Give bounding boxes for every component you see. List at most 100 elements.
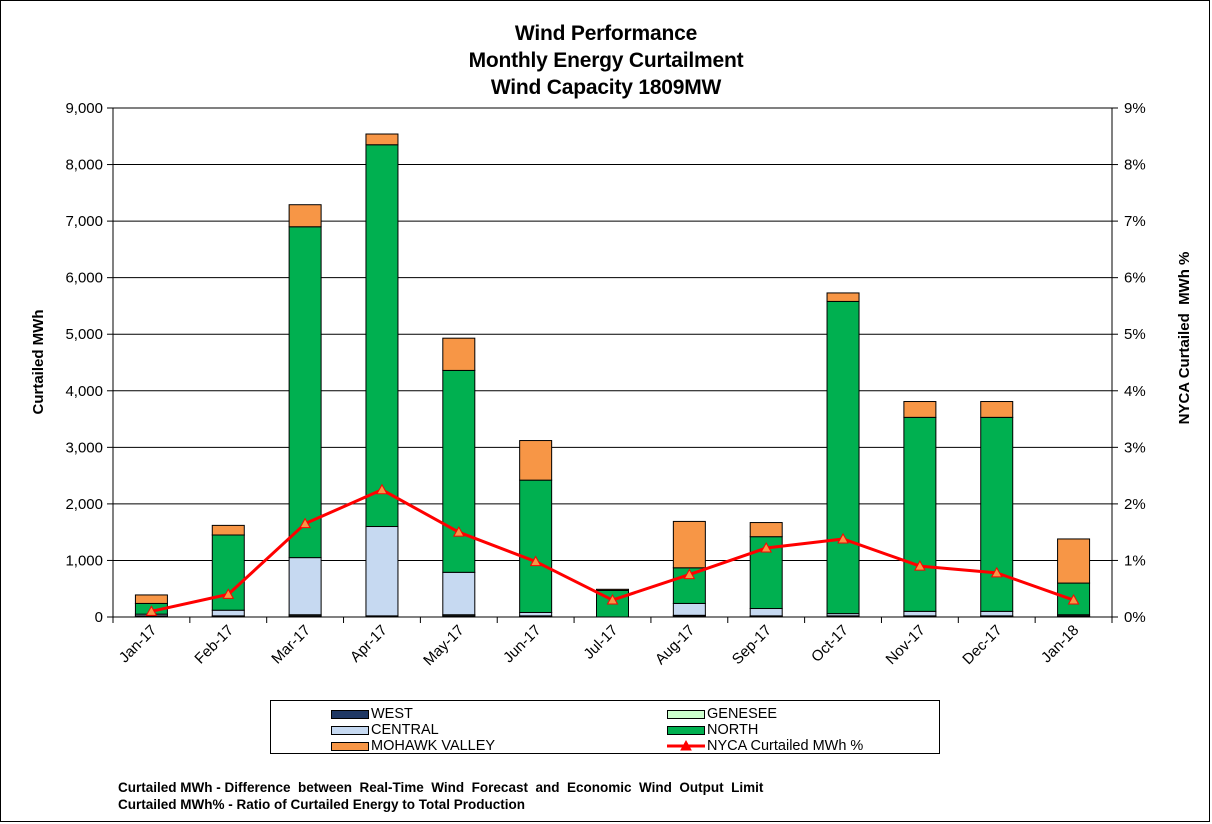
y2-tick-label: 8%	[1124, 157, 1146, 174]
y-tick-label: 6,000	[65, 270, 103, 287]
bar-segment-north	[365, 144, 399, 528]
x-tick-label: Apr-17	[347, 622, 391, 666]
legend-swatch-mohawk-valley	[331, 741, 369, 751]
y-tick-label: 1,000	[65, 552, 103, 569]
bar-segment-mohawk-valley	[1057, 538, 1091, 584]
bar-segment-mohawk-valley	[903, 401, 937, 418]
bar-segment-central	[749, 608, 783, 617]
y-tick-label: 7,000	[65, 213, 103, 230]
y-tick-label: 9,000	[65, 100, 103, 117]
note-curtailed-pct: Curtailed MWh% - Ratio of Curtailed Ener…	[118, 797, 525, 812]
legend-label-pct-line: NYCA Curtailed MWh %	[707, 738, 864, 754]
legend-line-marker-icon	[667, 739, 705, 751]
chart-title-line-2: Monthly Energy Curtailment	[468, 49, 744, 72]
y2-tick-label: 3%	[1124, 439, 1146, 456]
pct-line-marker	[760, 541, 773, 553]
legend-label-genesee: GENESEE	[707, 706, 778, 722]
x-tick-label: Nov-17	[882, 622, 928, 668]
legend-item-west: WEST	[331, 706, 413, 722]
y-tick-label: 0	[95, 609, 103, 626]
pct-line-marker	[376, 483, 388, 495]
bar-segment-north	[519, 479, 553, 613]
bar-segment-mohawk-valley	[749, 522, 783, 538]
bar-segment-mohawk-valley	[826, 292, 860, 302]
bar-segment-mohawk-valley	[672, 520, 706, 569]
chart-title-line-1: Wind Performance	[514, 22, 698, 45]
y2-tick-label: 0%	[1124, 609, 1146, 626]
legend-item-mohawk-valley: MOHAWK VALLEY	[331, 738, 495, 754]
chart-title-line-3: Wind Capacity 1809MW	[490, 76, 722, 99]
legend-item-central: CENTRAL	[331, 722, 439, 738]
chart-legend: WEST GENESEE CENTRAL NORTH MOHAWK VALLEY…	[270, 700, 940, 754]
bar-segment-mohawk-valley	[980, 401, 1014, 418]
bar-segment-central	[442, 571, 476, 616]
y2-tick-label: 2%	[1124, 496, 1146, 513]
y2-axis-title: NYCA Curtailed MWh %	[1176, 252, 1193, 425]
pct-line-marker	[222, 588, 235, 599]
bar-segment-north	[211, 534, 245, 611]
bar-segment-mohawk-valley	[519, 440, 553, 481]
stacked-bars	[134, 133, 1091, 618]
gridlines	[113, 107, 1112, 561]
legend-item-genesee: GENESEE	[667, 706, 777, 722]
legend-swatch-central	[331, 725, 369, 735]
x-tick-label: May-17	[420, 622, 467, 669]
bar-segment-mohawk-valley	[442, 337, 476, 371]
chart-canvas: 0 1,000 2,000 3,000 4,000 5,000 6,000 7,000 8,00…	[30, 100, 1193, 669]
bar-segment-mohawk-valley	[365, 133, 399, 146]
y-tick-label: 8,000	[65, 157, 103, 174]
legend-label-mohawk-valley: MOHAWK VALLEY	[371, 738, 496, 754]
x-tick-label: Jun-17	[500, 622, 544, 666]
pct-line-marker	[452, 526, 465, 537]
y2-tick-label: 4%	[1124, 383, 1146, 400]
pct-line-marker	[1067, 594, 1080, 605]
pct-line-marker	[990, 566, 1003, 578]
bar-segment-central	[903, 610, 937, 617]
bar-segment-central	[365, 526, 399, 617]
bar-segment-north	[442, 369, 476, 573]
x-tick-label: Sep-17	[729, 622, 775, 668]
bar-segment-north	[980, 416, 1014, 612]
pct-line-marker	[683, 568, 696, 580]
legend-item-north: NORTH	[667, 722, 758, 738]
y2-tick-label: 6%	[1124, 270, 1146, 287]
bar-segment-north	[749, 536, 783, 610]
pct-line-marker	[837, 532, 849, 544]
pct-line-marker	[299, 517, 311, 529]
y2-tick-label: 7%	[1124, 213, 1146, 230]
bar-segment-north	[288, 226, 322, 559]
y2-tick-label: 5%	[1124, 326, 1146, 343]
legend-swatch-north	[667, 725, 705, 735]
bar-segment-north	[826, 300, 860, 615]
x-tick-label: Oct-17	[808, 622, 852, 666]
x-tick-label: Jan-18	[1038, 622, 1082, 666]
pct-line-marker	[606, 594, 619, 605]
y2-tick-label: 9%	[1124, 100, 1146, 117]
x-tick-label: Mar-17	[268, 622, 314, 668]
x-tick-label: Jul-17	[580, 622, 621, 663]
x-tick-label: Jan-17	[116, 622, 160, 666]
legend-swatch-west	[331, 709, 369, 719]
note-curtailed-mwh: Curtailed MWh - Difference between Real-…	[118, 780, 764, 795]
bar-segment-central	[288, 557, 322, 616]
bar-segment-mohawk-valley	[211, 524, 245, 536]
bar-segment-central	[672, 602, 706, 616]
bar-segment-mohawk-valley	[596, 588, 629, 591]
x-tick-label: Dec-17	[959, 622, 1005, 668]
pct-line-marker	[914, 560, 926, 571]
legend-swatch-genesee	[667, 709, 705, 719]
y-tick-label: 5,000	[65, 326, 103, 343]
pct-line-marker	[145, 605, 158, 616]
legend-label-north: NORTH	[707, 722, 759, 738]
x-tick-label: Aug-17	[652, 622, 698, 668]
y2-tick-label: 1%	[1124, 552, 1146, 569]
legend-item-pct-line: NYCA Curtailed MWh %	[667, 738, 863, 754]
y-tick-label: 4,000	[65, 383, 103, 400]
y-tick-label: 3,000	[65, 439, 103, 456]
bar-segment-north	[903, 416, 937, 612]
bar-segment-mohawk-valley	[134, 594, 168, 604]
pct-line-series	[145, 483, 1080, 616]
y-axis-title: Curtailed MWh	[30, 310, 47, 415]
legend-label-central: CENTRAL	[371, 722, 439, 738]
